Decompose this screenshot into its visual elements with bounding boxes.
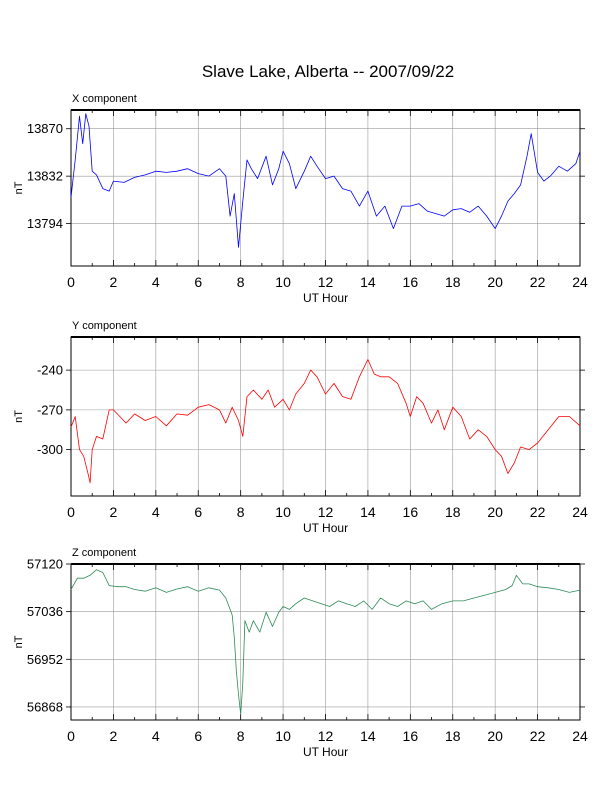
panel-3-xtick-label: 10 bbox=[275, 728, 291, 744]
panel-3-xtick-label: 4 bbox=[152, 728, 160, 744]
panel-1-xtick-label: 14 bbox=[360, 274, 376, 290]
panel-3-ytick-label: 56952 bbox=[27, 652, 63, 667]
panel-3-xtick-label: 20 bbox=[487, 728, 503, 744]
panel-2-xtick-label: 6 bbox=[194, 504, 202, 520]
panel-2-xtick-label: 12 bbox=[318, 504, 334, 520]
panel-2-xtick-label: 22 bbox=[530, 504, 546, 520]
panel-2-ylabel: nT bbox=[13, 410, 25, 423]
panel-3-ytick-label: 57120 bbox=[27, 557, 63, 572]
panel-3-xtick-label: 22 bbox=[530, 728, 546, 744]
panel-2-xtick-label: 14 bbox=[360, 504, 376, 520]
panel-2-xtick-label: 0 bbox=[67, 504, 75, 520]
panel-1-xtick-label: 10 bbox=[275, 274, 291, 290]
chart-title: Slave Lake, Alberta -- 2007/09/22 bbox=[202, 62, 454, 81]
panel-3-xtick-label: 2 bbox=[110, 728, 118, 744]
panel-3-xtick-label: 6 bbox=[194, 728, 202, 744]
panel-3-xtick-label: 16 bbox=[403, 728, 419, 744]
panel-3-xtick-label: 24 bbox=[572, 728, 588, 744]
panel-1-ytick-label: 13870 bbox=[27, 121, 63, 136]
panel-1-xtick-label: 2 bbox=[110, 274, 118, 290]
panel-2-xtick-label: 10 bbox=[275, 504, 291, 520]
panel-1-xtick-label: 20 bbox=[487, 274, 503, 290]
panel-1-xtick-label: 4 bbox=[152, 274, 160, 290]
panel-2-xtick-label: 16 bbox=[403, 504, 419, 520]
panel-2-xtick-label: 2 bbox=[110, 504, 118, 520]
panel-1-xtick-label: 16 bbox=[403, 274, 419, 290]
panel-3-xlabel: UT Hour bbox=[303, 745, 348, 759]
panel-3-ytick-label: 56868 bbox=[27, 699, 63, 714]
panel-2-ytick-label: -270 bbox=[37, 402, 63, 417]
panel-2-ytick-label: -300 bbox=[37, 442, 63, 457]
panel-1-xtick-label: 18 bbox=[445, 274, 461, 290]
panel-3-label: Z component bbox=[72, 547, 136, 559]
panel-3-xtick-label: 0 bbox=[67, 728, 75, 744]
panel-3-ytick-label: 57036 bbox=[27, 604, 63, 619]
panel-1-xtick-label: 12 bbox=[318, 274, 334, 290]
panel-3-series-line bbox=[70, 569, 581, 715]
panel-3-xtick-label: 8 bbox=[237, 728, 245, 744]
panel-1-xtick-label: 8 bbox=[237, 274, 245, 290]
panel-1-series-line bbox=[70, 113, 581, 248]
panel-1-ylabel: nT bbox=[13, 181, 25, 194]
panel-1-label: X component bbox=[72, 93, 137, 105]
panel-2-xtick-label: 20 bbox=[487, 504, 503, 520]
panel-2-xtick-label: 4 bbox=[152, 504, 160, 520]
panel-3-xtick-label: 18 bbox=[445, 728, 461, 744]
panel-1-xtick-label: 24 bbox=[572, 274, 588, 290]
panel-1-ytick-label: 13794 bbox=[27, 216, 63, 231]
panel-2-ytick-label: -240 bbox=[37, 363, 63, 378]
panel-2-xtick-label: 24 bbox=[572, 504, 588, 520]
panel-2-xtick-label: 8 bbox=[237, 504, 245, 520]
panel-1-ytick-label: 13832 bbox=[27, 169, 63, 184]
panel-3-xtick-label: 14 bbox=[360, 728, 376, 744]
panel-1-xtick-label: 0 bbox=[67, 274, 75, 290]
panel-2-series-line bbox=[70, 359, 581, 484]
panel-1-xtick-label: 22 bbox=[530, 274, 546, 290]
panel-2-xlabel: UT Hour bbox=[303, 521, 348, 535]
panel-2-label: Y component bbox=[72, 320, 137, 332]
panel-3-xtick-label: 12 bbox=[318, 728, 334, 744]
panel-3-ylabel: nT bbox=[13, 635, 25, 648]
panel-2-xtick-label: 18 bbox=[445, 504, 461, 520]
panel-1-xtick-label: 6 bbox=[194, 274, 202, 290]
panel-1-xlabel: UT Hour bbox=[303, 291, 348, 305]
